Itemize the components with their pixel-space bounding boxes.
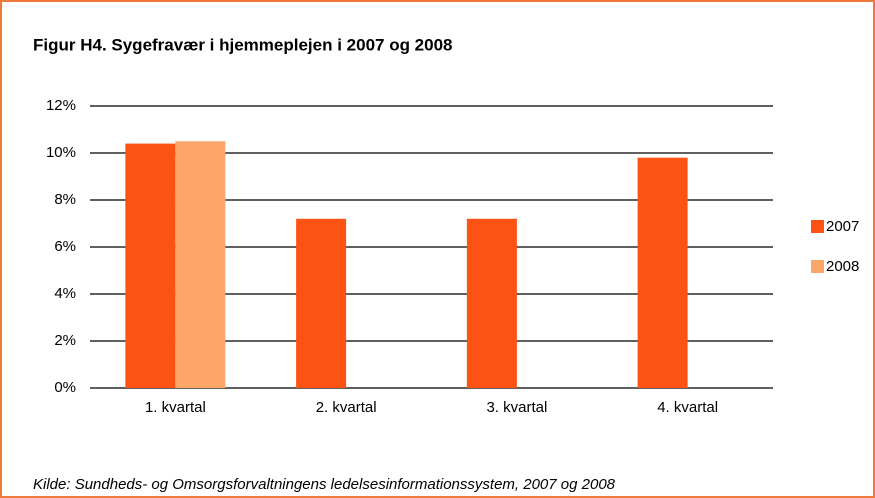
y-tick-label: 10% <box>46 144 76 161</box>
source-note: Kilde: Sundheds- og Omsorgsforvaltningen… <box>33 476 616 493</box>
legend-label: 2008 <box>826 258 859 275</box>
y-tick-label: 12% <box>46 97 76 114</box>
y-tick-label: 6% <box>54 238 76 255</box>
legend-swatch <box>811 260 824 273</box>
x-tick-label: 1. kvartal <box>145 399 206 416</box>
y-tick-label: 0% <box>54 379 76 396</box>
x-tick-label: 3. kvartal <box>486 399 547 416</box>
bar <box>125 143 176 388</box>
legend-label: 2007 <box>826 218 859 235</box>
chart-title: Figur H4. Sygefravær i hjemmeplejen i 20… <box>33 35 453 54</box>
y-tick-label: 2% <box>54 332 76 349</box>
y-tick-label: 4% <box>54 285 76 302</box>
bar <box>175 141 226 388</box>
bar <box>466 218 517 388</box>
x-tick-label: 4. kvartal <box>657 399 718 416</box>
y-tick-label: 8% <box>54 191 76 208</box>
legend-swatch <box>811 220 824 233</box>
x-tick-label: 2. kvartal <box>316 399 377 416</box>
bar <box>296 218 347 388</box>
bar <box>637 157 688 388</box>
